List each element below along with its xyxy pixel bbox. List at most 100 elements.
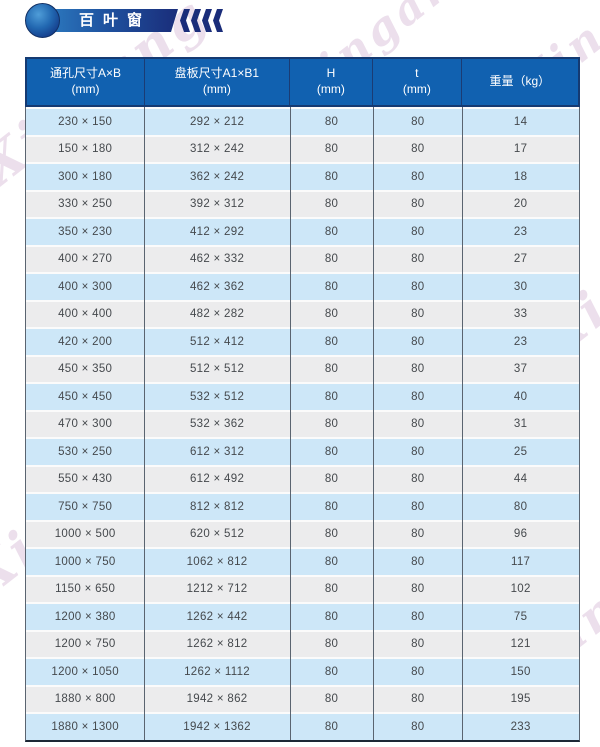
cell-plate-size: 462 × 362 — [144, 274, 290, 300]
cell-hole-size: 350 × 230 — [26, 219, 145, 245]
cell-weight: 30 — [462, 274, 579, 300]
cell-plate-size: 1942 × 1362 — [144, 714, 290, 740]
column-label: 通孔尺寸A×B — [49, 66, 121, 81]
cell-h: 80 — [289, 301, 374, 327]
cell-h: 80 — [289, 246, 374, 272]
cell-plate-size: 1062 × 812 — [144, 549, 290, 575]
cell-t: 80 — [373, 631, 463, 657]
table-row: 230 × 150 292 × 212 80 80 14 — [26, 107, 579, 135]
column-header-h: H (mm) — [290, 59, 373, 105]
cell-plate-size: 512 × 512 — [144, 356, 290, 382]
table-row: 1200 × 1050 1262 × 1112 80 80 150 — [26, 657, 579, 685]
cell-t: 80 — [373, 439, 463, 465]
cell-h: 80 — [289, 576, 374, 602]
column-header-plate-size: 盘板尺寸A1×B1 (mm) — [145, 59, 290, 105]
cell-hole-size: 530 × 250 — [26, 439, 145, 465]
table-row: 300 × 180 362 × 242 80 80 18 — [26, 162, 579, 190]
cell-weight: 44 — [462, 466, 579, 492]
cell-hole-size: 300 × 180 — [26, 164, 145, 190]
cell-plate-size: 612 × 492 — [144, 466, 290, 492]
cell-hole-size: 150 × 180 — [26, 136, 145, 162]
cell-h: 80 — [289, 356, 374, 382]
column-label: 盘板尺寸A1×B1 — [174, 66, 260, 81]
cell-t: 80 — [373, 274, 463, 300]
table-row: 1880 × 1300 1942 × 1362 80 80 233 — [26, 712, 579, 740]
cell-t: 80 — [373, 164, 463, 190]
column-label: 重量（kg） — [489, 74, 551, 89]
cell-weight: 117 — [462, 549, 579, 575]
table-row: 450 × 350 512 × 512 80 80 37 — [26, 354, 579, 382]
cell-h: 80 — [289, 631, 374, 657]
table-row: 1200 × 750 1262 × 812 80 80 121 — [26, 629, 579, 657]
table-row: 1150 × 650 1212 × 712 80 80 102 — [26, 574, 579, 602]
table-row: 450 × 450 532 × 512 80 80 40 — [26, 382, 579, 410]
cell-t: 80 — [373, 686, 463, 712]
cell-h: 80 — [289, 659, 374, 685]
column-divider — [289, 107, 291, 740]
cell-hole-size: 1880 × 800 — [26, 686, 145, 712]
cell-t: 80 — [373, 576, 463, 602]
cell-plate-size: 532 × 512 — [144, 384, 290, 410]
cell-weight: 233 — [462, 714, 579, 740]
cell-t: 80 — [373, 191, 463, 217]
column-unit: (mm) — [316, 82, 345, 96]
cell-plate-size: 620 × 512 — [144, 521, 290, 547]
cell-weight: 96 — [462, 521, 579, 547]
cell-h: 80 — [289, 191, 374, 217]
cell-weight: 17 — [462, 136, 579, 162]
cell-t: 80 — [373, 604, 463, 630]
cell-t: 80 — [373, 329, 463, 355]
cell-hole-size: 1200 × 1050 — [26, 659, 145, 685]
cell-h: 80 — [289, 604, 374, 630]
column-header-weight: 重量（kg） — [462, 59, 578, 105]
column-divider — [462, 107, 464, 740]
cell-h: 80 — [289, 549, 374, 575]
table-row: 530 × 250 612 × 312 80 80 25 — [26, 437, 579, 465]
table-header-row: 通孔尺寸A×B (mm) 盘板尺寸A1×B1 (mm) H (mm) t (mm… — [25, 57, 580, 107]
table-row: 330 × 250 392 × 312 80 80 20 — [26, 189, 579, 217]
cell-weight: 37 — [462, 356, 579, 382]
column-header-hole-size: 通孔尺寸A×B (mm) — [27, 59, 145, 105]
cell-hole-size: 400 × 400 — [26, 301, 145, 327]
cell-plate-size: 1262 × 812 — [144, 631, 290, 657]
cell-weight: 14 — [462, 109, 579, 135]
cell-hole-size: 1000 × 750 — [26, 549, 145, 575]
cell-weight: 23 — [462, 219, 579, 245]
cell-weight: 27 — [462, 246, 579, 272]
cell-hole-size: 330 × 250 — [26, 191, 145, 217]
page-title: 百叶窗 — [78, 12, 151, 29]
column-unit: (mm) — [202, 82, 231, 96]
cell-hole-size: 750 × 750 — [26, 494, 145, 520]
cell-hole-size: 450 × 450 — [26, 384, 145, 410]
cell-weight: 40 — [462, 384, 579, 410]
table-row: 550 × 430 612 × 492 80 80 44 — [26, 464, 579, 492]
cell-plate-size: 462 × 332 — [144, 246, 290, 272]
cell-h: 80 — [289, 466, 374, 492]
cell-h: 80 — [289, 686, 374, 712]
cell-t: 80 — [373, 301, 463, 327]
cell-t: 80 — [373, 549, 463, 575]
cell-plate-size: 412 × 292 — [144, 219, 290, 245]
cell-t: 80 — [373, 494, 463, 520]
cell-plate-size: 532 × 362 — [144, 411, 290, 437]
column-unit: (mm) — [402, 82, 431, 96]
cell-plate-size: 1942 × 862 — [144, 686, 290, 712]
cell-t: 80 — [373, 356, 463, 382]
cell-hole-size: 1880 × 1300 — [26, 714, 145, 740]
cell-h: 80 — [289, 384, 374, 410]
cell-t: 80 — [373, 246, 463, 272]
cell-h: 80 — [289, 109, 374, 135]
cell-plate-size: 1262 × 1112 — [144, 659, 290, 685]
cell-weight: 18 — [462, 164, 579, 190]
column-divider — [373, 107, 375, 740]
cell-t: 80 — [373, 109, 463, 135]
cell-weight: 75 — [462, 604, 579, 630]
chevrons-left-icon — [180, 9, 223, 32]
cell-plate-size: 392 × 312 — [144, 191, 290, 217]
table-row: 470 × 300 532 × 362 80 80 31 — [26, 409, 579, 437]
table-row: 350 × 230 412 × 292 80 80 23 — [26, 217, 579, 245]
table-row: 1000 × 500 620 × 512 80 80 96 — [26, 519, 579, 547]
cell-plate-size: 1212 × 712 — [144, 576, 290, 602]
column-label: t — [415, 66, 419, 81]
section-header: 百叶窗 — [0, 0, 600, 46]
